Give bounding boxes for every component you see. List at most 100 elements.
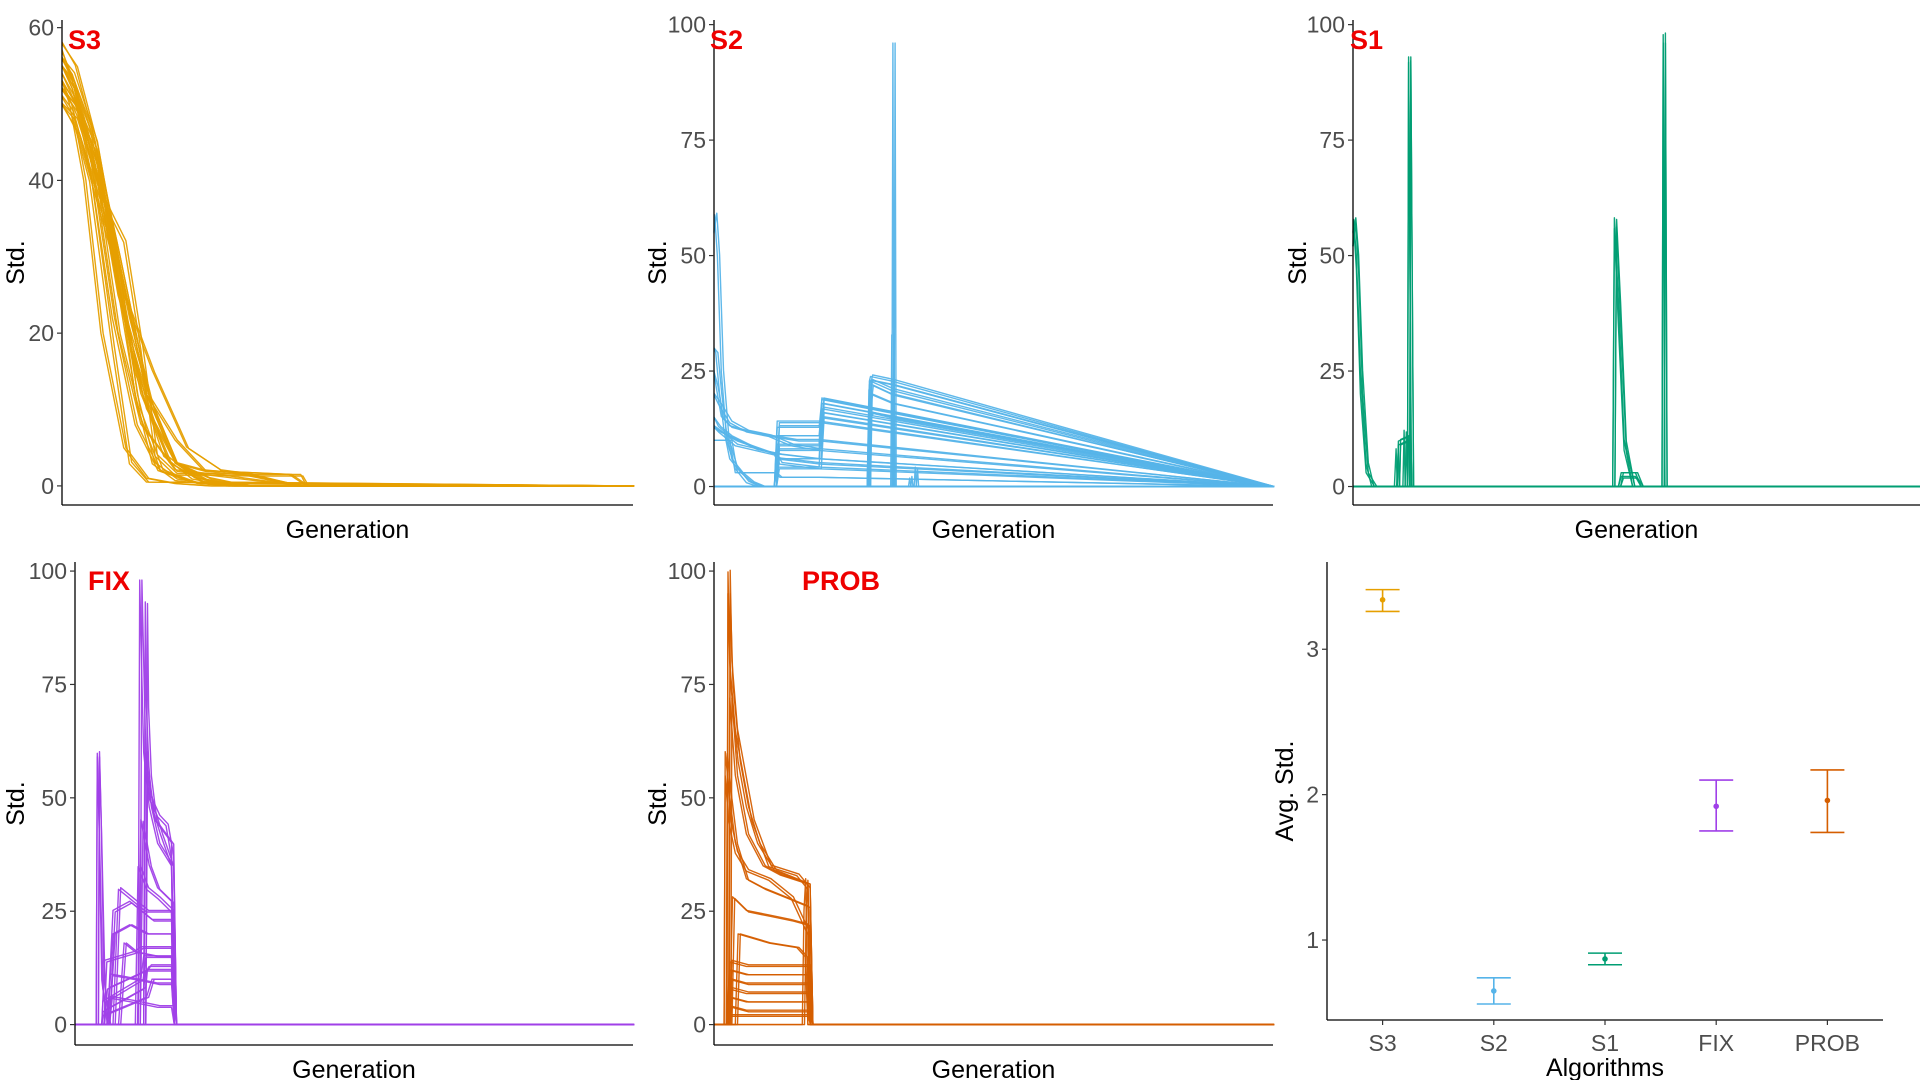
- y-tick-label: 75: [680, 671, 706, 697]
- series-line-s3-5-1: [61, 51, 635, 487]
- series-line-s3-6-1: [61, 102, 635, 487]
- y-tick-label: 60: [28, 15, 54, 41]
- series-line-s1-0-1: [1352, 217, 1920, 488]
- series-line-s3-0-0: [61, 58, 632, 487]
- x-axis-title: Generation: [286, 516, 410, 544]
- mean-point-S1: [1602, 956, 1608, 962]
- series-line-prob-0-0: [714, 571, 1272, 1026]
- y-tick-label: 50: [1319, 243, 1345, 269]
- series-line-fix-4-1: [75, 978, 635, 1026]
- series-line-prob-4-0: [714, 697, 1272, 1026]
- x-tick-label-PROB: PROB: [1795, 1030, 1860, 1056]
- series-line-s2-0-0: [713, 214, 1272, 488]
- series-line-s1-6-1: [1353, 60, 1920, 488]
- series-line-fix-4-0: [75, 978, 632, 1026]
- y-tick-label: 25: [680, 898, 706, 924]
- series-line-prob-14-0: [714, 878, 1272, 1026]
- y-axis-title: Avg. Std.: [1271, 741, 1299, 842]
- series-line-s3-13-0: [61, 65, 632, 487]
- y-tick-label: 0: [693, 1012, 706, 1038]
- series-line-prob-1-1: [714, 593, 1275, 1026]
- x-axis-title: Algorithms: [1546, 1054, 1664, 1080]
- series-line-s2-1-1: [713, 347, 1275, 488]
- series-line-s3-4-1: [61, 65, 635, 487]
- y-tick-label: 50: [680, 243, 706, 269]
- y-axis-title: Std.: [1284, 240, 1312, 284]
- panel-tag-s1: S1: [1350, 25, 1383, 55]
- y-tick-label: 0: [54, 1012, 67, 1038]
- series-line-prob-3-0: [714, 775, 1272, 1026]
- series-line-prob-5-0: [714, 896, 1272, 1026]
- series-line-s3-9-1: [61, 95, 635, 487]
- panel-tag-s3: S3: [68, 25, 101, 55]
- series-line-s2-2-0: [713, 370, 1272, 488]
- y-tick-label: 2: [1306, 782, 1319, 808]
- panel-tag-fix: FIX: [88, 566, 130, 596]
- series-line-fix-5-0: [75, 946, 632, 1026]
- y-axis-title: Std.: [2, 781, 30, 825]
- series-line-s1-10-0: [1353, 472, 1919, 488]
- y-tick-label: 75: [1319, 127, 1345, 153]
- x-axis-title: Generation: [292, 1056, 416, 1080]
- series-line-s2-22-0: [714, 42, 1272, 488]
- series-line-s3-14-0: [61, 102, 632, 487]
- series-line-s3-11-1: [61, 81, 635, 487]
- series-line-s3-1-0: [61, 80, 632, 487]
- x-tick-label-S3: S3: [1369, 1030, 1397, 1056]
- series-line-s3-0-1: [61, 56, 635, 487]
- y-tick-label: 75: [680, 127, 706, 153]
- series-line-fix-14-1: [75, 820, 635, 1026]
- series-line-fix-7-1: [75, 924, 635, 1026]
- series-line-fix-8-1: [75, 902, 635, 1026]
- panel-tag-s2: S2: [710, 25, 743, 55]
- series-line-s1-8-1: [1353, 218, 1920, 488]
- series-line-s3-2-1: [61, 43, 635, 487]
- series-line-s3-5-0: [61, 49, 632, 487]
- series-line-s2-24-1: [714, 475, 1275, 488]
- series-line-prob-13-1: [714, 933, 1275, 1026]
- x-axis-title: Generation: [1575, 516, 1699, 544]
- x-tick-label-S1: S1: [1591, 1030, 1619, 1056]
- y-tick-label: 100: [29, 558, 67, 584]
- series-line-prob-10-1: [714, 996, 1275, 1026]
- series-line-prob-12-0: [714, 1015, 1272, 1026]
- series-line-s3-12-1: [61, 87, 635, 487]
- series-line-prob-1-0: [714, 593, 1272, 1026]
- series-line-fix-6-1: [75, 964, 635, 1026]
- series-line-fix-7-0: [75, 924, 632, 1026]
- series-line-s1-1-1: [1352, 222, 1920, 488]
- y-tick-label: 100: [1307, 12, 1345, 38]
- series-line-s1-12-0: [1353, 34, 1919, 488]
- series-line-s1-3-0: [1353, 435, 1919, 488]
- mean-point-PROB: [1824, 797, 1831, 804]
- panel-summary: 1 2 3 S3 S2 S1 FIX PROB Algorithms Avg. Std.: [1271, 562, 1883, 1080]
- series-line-prob-12-1: [714, 1014, 1275, 1026]
- x-axis-title: Generation: [932, 1056, 1056, 1080]
- series-line-s1-2-1: [1353, 449, 1920, 488]
- series-line-s1-7-1: [1353, 56, 1920, 488]
- series-line-s2-3-1: [713, 392, 1275, 488]
- y-tick-label: 40: [28, 167, 54, 193]
- series-line-s1-0-0: [1352, 218, 1919, 488]
- panel-s1: 0 25 50 75 100 Generation Std. S1: [1284, 12, 1920, 544]
- series-line-s1-6-0: [1353, 61, 1919, 488]
- panel-s3: 0 20 40 60 Generation Std. S3: [2, 15, 635, 544]
- series-line-s3-13-1: [61, 65, 635, 487]
- series-line-fix-6-0: [75, 965, 632, 1026]
- panel-s2: 0 25 50 75 100 Generation Std. S2: [644, 12, 1275, 544]
- series-line-s1-1-0: [1352, 222, 1919, 488]
- series-line-prob-0-1: [714, 569, 1275, 1026]
- y-tick-label: 75: [41, 671, 67, 697]
- series-line-prob-14-1: [714, 879, 1275, 1026]
- series-line-s3-14-1: [61, 104, 635, 487]
- series-line-s1-2-0: [1353, 448, 1919, 488]
- series-line-s3-7-1: [61, 73, 635, 487]
- y-tick-label: 0: [41, 473, 54, 499]
- series-line-fix-14-0: [75, 819, 632, 1026]
- x-tick-label-S2: S2: [1480, 1030, 1508, 1056]
- series-line-prob-9-0: [714, 988, 1272, 1026]
- y-tick-label: 25: [1319, 358, 1345, 384]
- panel-prob: 0 25 50 75 100 Generation Std. PROB: [644, 558, 1275, 1080]
- y-tick-label: 100: [668, 12, 706, 38]
